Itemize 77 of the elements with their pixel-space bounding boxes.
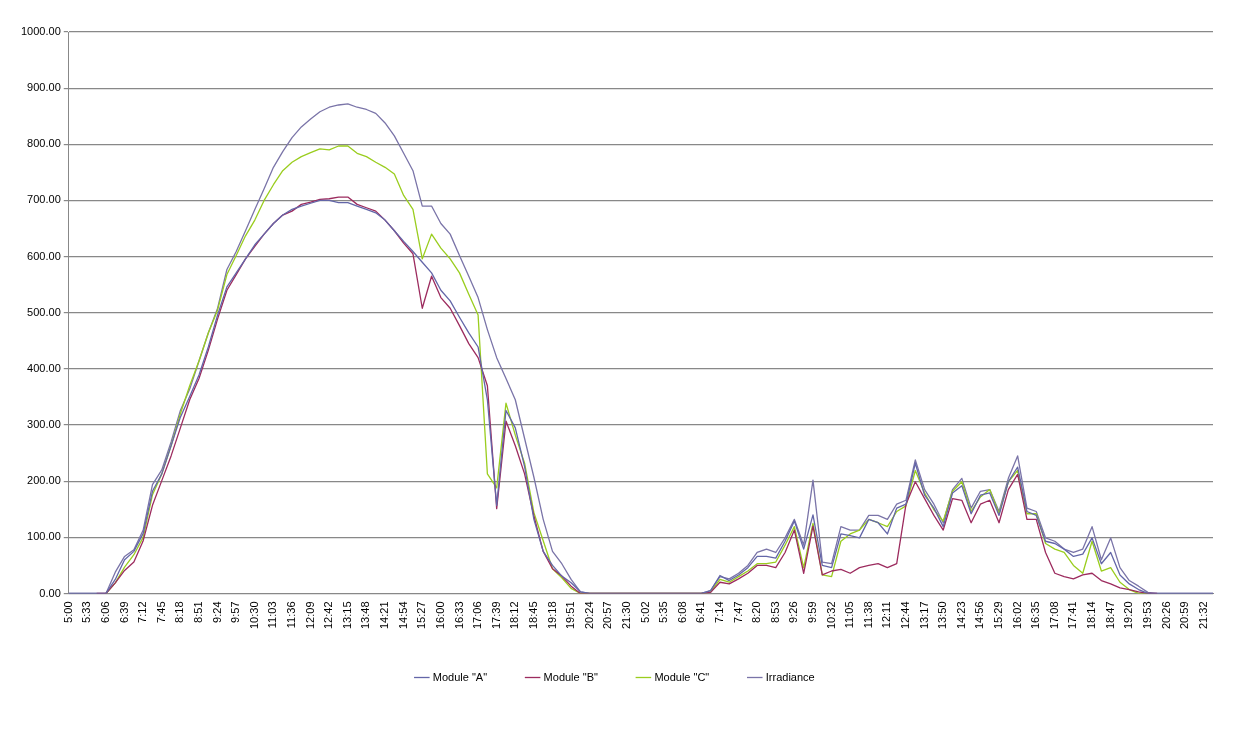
x-tick-label: 13:50 bbox=[936, 601, 949, 629]
x-tick-label: 13:48 bbox=[359, 601, 372, 629]
y-tick-label: 400.00 bbox=[27, 361, 61, 374]
y-tick-label: 600.00 bbox=[27, 249, 61, 262]
x-tick-label: 11:36 bbox=[285, 601, 298, 629]
x-tick-label: 8:53 bbox=[768, 601, 781, 623]
legend-label: Module "B" bbox=[543, 670, 598, 683]
x-tick-label: 5:33 bbox=[80, 601, 93, 623]
x-tick-label: 6:41 bbox=[694, 601, 707, 623]
x-tick-label: 9:59 bbox=[806, 601, 819, 623]
x-tick-label: 16:33 bbox=[452, 601, 465, 629]
x-tick-label: 17:39 bbox=[489, 601, 502, 629]
x-tick-label: 19:20 bbox=[1122, 601, 1135, 629]
x-tick-label: 11:38 bbox=[861, 601, 874, 629]
x-tick-label: 19:53 bbox=[1140, 601, 1153, 629]
x-tick-label: 17:06 bbox=[471, 601, 484, 629]
x-tick-label: 8:18 bbox=[173, 601, 186, 623]
x-tick-label: 15:27 bbox=[415, 601, 428, 629]
x-tick-label: 17:08 bbox=[1047, 601, 1060, 629]
x-tick-label: 20:26 bbox=[1159, 601, 1172, 629]
x-tick-label: 7:14 bbox=[712, 601, 725, 623]
x-tick-label: 18:47 bbox=[1103, 601, 1116, 629]
x-tick-label: 14:54 bbox=[396, 601, 409, 629]
x-tick-label: 7:45 bbox=[154, 601, 167, 623]
y-tick-label: 200.00 bbox=[27, 474, 61, 487]
x-tick-label: 11:05 bbox=[843, 601, 856, 629]
x-tick-label: 12:11 bbox=[880, 601, 893, 629]
x-tick-label: 13:15 bbox=[340, 601, 353, 629]
y-tick-label: 1000.00 bbox=[21, 25, 61, 38]
x-tick-label: 21:30 bbox=[619, 601, 632, 629]
x-tick-label: 7:12 bbox=[136, 601, 149, 623]
x-tick-label: 12:09 bbox=[303, 601, 316, 629]
x-tick-label: 16:35 bbox=[1029, 601, 1042, 629]
x-tick-label: 9:26 bbox=[787, 601, 800, 623]
x-tick-label: 8:51 bbox=[192, 601, 205, 623]
x-tick-label: 5:00 bbox=[61, 601, 74, 623]
x-tick-label: 19:51 bbox=[564, 601, 577, 629]
x-tick-label: 7:47 bbox=[731, 601, 744, 623]
x-tick-label: 5:02 bbox=[638, 601, 651, 623]
x-tick-label: 21:32 bbox=[1196, 601, 1209, 629]
x-tick-label: 12:42 bbox=[322, 601, 335, 629]
x-tick-label: 11:03 bbox=[266, 601, 279, 629]
y-tick-label: 100.00 bbox=[27, 530, 61, 543]
x-tick-label: 18:45 bbox=[526, 601, 539, 629]
legend-label: Module "A" bbox=[432, 670, 488, 683]
x-tick-label: 10:30 bbox=[247, 601, 260, 629]
y-tick-label: 900.00 bbox=[27, 81, 61, 94]
x-tick-label: 14:21 bbox=[378, 601, 391, 629]
x-tick-label: 5:35 bbox=[657, 601, 670, 623]
y-tick-label: 700.00 bbox=[27, 193, 61, 206]
y-tick-label: 0.00 bbox=[39, 586, 61, 599]
x-tick-label: 17:41 bbox=[1066, 601, 1079, 629]
x-tick-label: 14:56 bbox=[973, 601, 986, 629]
legend-label: Module "C" bbox=[654, 670, 710, 683]
x-tick-label: 10:32 bbox=[824, 601, 837, 629]
y-tick-label: 800.00 bbox=[27, 137, 61, 150]
x-tick-label: 18:14 bbox=[1085, 601, 1098, 629]
x-tick-label: 20:24 bbox=[582, 601, 595, 629]
y-tick-label: 300.00 bbox=[27, 418, 61, 431]
x-tick-label: 6:06 bbox=[99, 601, 111, 623]
x-tick-label: 18:12 bbox=[508, 601, 521, 629]
y-tick-label: 500.00 bbox=[27, 305, 61, 318]
x-tick-label: 14:23 bbox=[954, 601, 967, 629]
x-tick-label: 16:00 bbox=[433, 601, 446, 629]
x-tick-label: 20:57 bbox=[601, 601, 614, 629]
x-tick-label: 20:59 bbox=[1178, 601, 1191, 629]
legend-label: Irradiance bbox=[765, 670, 815, 683]
x-tick-label: 6:08 bbox=[675, 601, 688, 623]
x-tick-label: 6:39 bbox=[117, 601, 130, 623]
x-tick-label: 13:17 bbox=[917, 601, 930, 629]
x-tick-label: 16:02 bbox=[1010, 601, 1023, 629]
x-tick-label: 8:20 bbox=[750, 601, 763, 623]
x-tick-label: 19:18 bbox=[545, 601, 558, 629]
x-tick-label: 9:57 bbox=[229, 601, 242, 623]
x-tick-label: 15:29 bbox=[992, 601, 1005, 629]
x-tick-label: 9:24 bbox=[210, 601, 223, 623]
x-tick-label: 12:44 bbox=[899, 601, 912, 629]
